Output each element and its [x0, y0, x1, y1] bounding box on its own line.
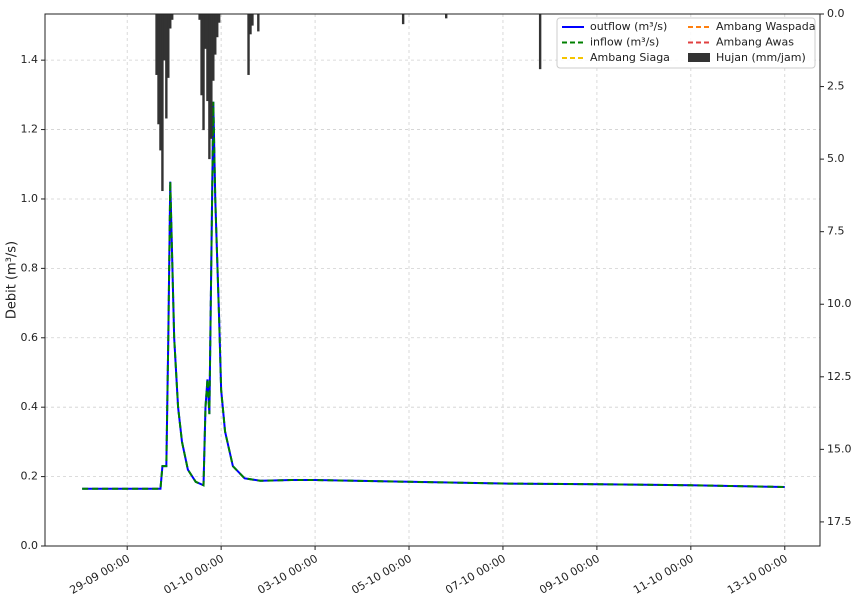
series-line [82, 101, 785, 490]
y-tick-label: 0.6 [21, 331, 39, 344]
legend-label: inflow (m³/s) [590, 36, 659, 49]
y2-tick-label: 17.5 [827, 515, 852, 528]
rain-bar [167, 14, 170, 78]
y-tick-label: 0.8 [21, 261, 39, 274]
y-tick-label: 0.4 [21, 400, 39, 413]
rain-bar [163, 14, 166, 61]
rain-bar [257, 14, 260, 32]
rain-bar [159, 14, 162, 151]
legend-label: Ambang Waspada [716, 20, 816, 33]
legend-box [556, 17, 816, 69]
rain-bar [401, 14, 405, 25]
rain-bar [200, 14, 203, 96]
rain-bar [165, 14, 168, 119]
rain-bar [217, 14, 221, 23]
rain-bar [198, 14, 201, 20]
x-tick-label: 07-10 00:00 [443, 552, 508, 597]
rain-bar [171, 14, 174, 20]
y-tick-label: 0.0 [21, 539, 39, 552]
y-tick-label: 1.4 [21, 53, 39, 66]
x-tick-label: 01-10 00:00 [161, 552, 226, 597]
rain-bar [216, 14, 219, 38]
y2-tick-label: 0.0 [827, 7, 845, 20]
legend: outflow (m³/s) inflow (m³/s) Ambang Siaga A… [556, 17, 816, 69]
rain-bar [249, 14, 252, 35]
y-tick-label: 0.2 [21, 470, 39, 483]
series-line [82, 101, 785, 490]
rain-bar [212, 14, 215, 81]
y2-tick-label: 12.5 [827, 370, 852, 383]
y-axis-label: Debit (m³/s) [5, 241, 20, 319]
rain-bar [214, 14, 217, 55]
x-tick-label: 03-10 00:00 [255, 552, 320, 597]
legend-label: Hujan (mm/jam) [716, 51, 806, 64]
rain-bar [161, 14, 164, 192]
rain-bar [155, 14, 158, 75]
rain-bar [210, 14, 213, 139]
y-tick-label: 1.2 [21, 123, 39, 136]
x-tick-label: 11-10 00:00 [631, 552, 696, 597]
x-tick-label: 29-09 00:00 [68, 552, 133, 597]
x-tick-label: 05-10 00:00 [349, 552, 414, 597]
rain-bar [204, 14, 207, 49]
legend-label: outflow (m³/s) [590, 20, 667, 33]
y2-tick-label: 15.0 [827, 442, 852, 455]
x-tick-label: 09-10 00:00 [537, 552, 602, 597]
rain-bar [206, 14, 209, 102]
rain-bar [538, 14, 542, 70]
legend-label: Ambang Siaga [590, 51, 670, 64]
y2-tick-label: 7.5 [827, 225, 845, 238]
legend-swatch [688, 53, 710, 62]
x-tick-label: 13-10 00:00 [725, 552, 790, 597]
rain-bar [444, 14, 448, 19]
y2-tick-label: 5.0 [827, 152, 845, 165]
rain-bar [208, 14, 211, 160]
rain-bar [251, 14, 254, 26]
rain-bar [247, 14, 250, 75]
rain-bar [157, 14, 160, 125]
rain-bar [202, 14, 205, 131]
y2-tick-label: 2.5 [827, 80, 845, 93]
y2-tick-label: 10.0 [827, 297, 852, 310]
legend-label: Ambang Awas [716, 36, 794, 49]
y-tick-label: 1.0 [21, 192, 39, 205]
rain-bar [169, 14, 172, 29]
plot-frame [44, 13, 821, 547]
